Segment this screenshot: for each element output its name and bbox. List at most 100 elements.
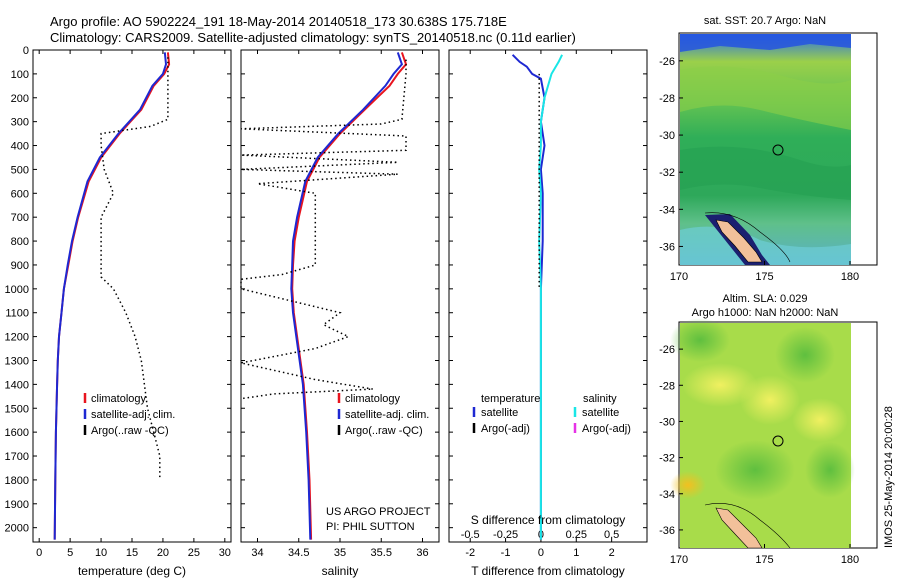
depth-tick-label: 700 bbox=[11, 212, 29, 224]
legend-label: Argo(-adj) bbox=[481, 423, 530, 435]
legend-label: Argo(-adj) bbox=[582, 423, 631, 435]
legend-label: climatology bbox=[345, 393, 401, 405]
s-difference-axis-label: S difference from climatology bbox=[471, 513, 626, 527]
x-tick-label: -1 bbox=[501, 547, 511, 559]
depth-tick-label: 200 bbox=[11, 93, 29, 105]
x-tick-label: 0 bbox=[538, 547, 544, 559]
temperature-legend: climatology satellite-adj. clim. Argo(..ra… bbox=[83, 393, 175, 437]
depth-tick-label: 1000 bbox=[5, 284, 29, 296]
x-tick-label: 0 bbox=[36, 547, 42, 559]
header-line1: Argo profile: AO 5902224_191 18-May-2014… bbox=[50, 14, 507, 29]
x-tick-label: 10 bbox=[95, 547, 107, 559]
x-tick-label: 1 bbox=[573, 547, 579, 559]
series-line bbox=[100, 57, 169, 480]
series-line bbox=[53, 52, 168, 540]
depth-tick-label: 800 bbox=[11, 236, 29, 248]
salinity-plot-frame bbox=[240, 49, 440, 543]
sst-profile-marker bbox=[772, 144, 784, 156]
sst-map-lon-labels: 170 175 180 bbox=[670, 261, 859, 283]
salinity-tick-labels: 34 34.5 35 35.5 36 bbox=[251, 50, 429, 559]
sst-map-title: sat. SST: 20.7 Argo: NaN bbox=[704, 15, 826, 27]
sla-blob-green-d bbox=[805, 442, 855, 498]
temperature-tick-labels: 0 5 10 15 20 25 30 bbox=[36, 50, 231, 559]
depth-tick-label: 1400 bbox=[5, 379, 29, 391]
sst-contour bbox=[704, 212, 791, 263]
depth-tick-label: 1600 bbox=[5, 427, 29, 439]
project-annotation-line1: US ARGO PROJECT bbox=[326, 506, 431, 518]
difference-panel: -2 -1 0 1 2-0.5 -0.25 0 0.25 0.5 S difference fr… bbox=[448, 49, 648, 578]
temperature-plot-frame bbox=[32, 49, 232, 543]
x-tick-label: 2 bbox=[609, 547, 615, 559]
depth-tick-label: 100 bbox=[11, 69, 29, 81]
sst-cool-band bbox=[680, 146, 851, 200]
legend-label: Argo(..raw -QC) bbox=[345, 425, 423, 437]
lat-tick-label: -28 bbox=[659, 380, 675, 392]
temperature-axis-label: temperature (deg C) bbox=[78, 564, 186, 578]
depth-tick-label: 1100 bbox=[5, 308, 29, 320]
legend-label: climatology bbox=[91, 393, 147, 405]
series-line bbox=[538, 54, 563, 540]
s-tick-label: -0.25 bbox=[493, 529, 518, 541]
x-tick-label: 35.5 bbox=[371, 547, 392, 559]
lat-tick-label: -28 bbox=[659, 93, 675, 105]
temperature-panel: 0100200300400500600700800900100011001200… bbox=[5, 45, 232, 578]
s-tick-label: 0.25 bbox=[566, 529, 587, 541]
depth-tick-label: 1800 bbox=[5, 475, 29, 487]
x-tick-label: 15 bbox=[126, 547, 138, 559]
depth-tick-label: 2000 bbox=[5, 523, 29, 535]
sla-profile-marker bbox=[772, 435, 784, 447]
project-annotation-line2: PI: PHIL SUTTON bbox=[326, 521, 415, 533]
lat-tick-label: -30 bbox=[659, 416, 675, 428]
sla-coast-contour bbox=[704, 503, 791, 549]
s-tick-label: 0.5 bbox=[604, 529, 619, 541]
x-tick-label: 34 bbox=[251, 547, 263, 559]
lon-tick-label: 180 bbox=[841, 271, 859, 283]
x-tick-label: 30 bbox=[219, 547, 231, 559]
x-tick-label: -2 bbox=[465, 547, 475, 559]
depth-tick-label: 300 bbox=[11, 117, 29, 129]
legend-label: Argo(..raw -QC) bbox=[91, 425, 169, 437]
sst-land bbox=[715, 219, 763, 263]
sst-map-lat-labels: -26 -28 -30 -32 -34 -36 bbox=[659, 56, 683, 253]
sla-map-lat-labels: -26 -28 -30 -32 -34 -36 bbox=[659, 344, 683, 537]
depth-tick-label: 900 bbox=[11, 260, 29, 272]
lat-tick-label: -36 bbox=[659, 241, 675, 253]
s-tick-label: -0.5 bbox=[461, 529, 480, 541]
difference-lines bbox=[449, 49, 647, 540]
legend-label: satellite-adj. clim. bbox=[345, 409, 429, 421]
t-difference-axis-label: T difference from climatology bbox=[471, 564, 625, 578]
lat-tick-label: -26 bbox=[659, 344, 675, 356]
sst-warm-patch bbox=[680, 34, 851, 52]
depth-tick-label: 500 bbox=[11, 164, 29, 176]
depth-tick-label: 1900 bbox=[5, 499, 29, 511]
sla-map-title-line2: Argo h1000: NaN h2000: NaN bbox=[692, 307, 839, 319]
series-line bbox=[290, 52, 404, 540]
lat-tick-label: -26 bbox=[659, 56, 675, 68]
x-tick-label: 20 bbox=[157, 547, 169, 559]
sst-map: sat. SST: 20.7 Argo: NaN -26 -28 -30 -32 -34… bbox=[659, 15, 878, 283]
sla-blob-green-a bbox=[670, 318, 730, 362]
depth-tick-label: 0 bbox=[23, 45, 29, 57]
lat-tick-label: -34 bbox=[659, 204, 675, 216]
lon-tick-label: 180 bbox=[841, 554, 859, 566]
sla-blob-orange bbox=[670, 471, 706, 499]
sla-land bbox=[715, 507, 763, 549]
lon-tick-label: 170 bbox=[670, 554, 688, 566]
salinity-axis-label: salinity bbox=[322, 564, 359, 578]
depth-tick-label: 600 bbox=[11, 188, 29, 200]
lat-tick-label: -34 bbox=[659, 489, 675, 501]
depth-tick-label: 1300 bbox=[5, 355, 29, 367]
difference-legend: temperature salinity satellite Argo(-adj) sa… bbox=[472, 393, 631, 435]
lat-tick-label: -30 bbox=[659, 130, 675, 142]
legend-title-temperature: temperature bbox=[481, 393, 540, 405]
sla-blob-green-b bbox=[775, 327, 835, 383]
lat-tick-label: -32 bbox=[659, 167, 675, 179]
salinity-panel: 34 34.5 35 35.5 36 salinity climatology satel… bbox=[240, 49, 440, 578]
x-tick-label: 25 bbox=[188, 547, 200, 559]
legend-title-salinity: salinity bbox=[583, 393, 617, 405]
lat-tick-label: -32 bbox=[659, 453, 675, 465]
salinity-legend: climatology satellite-adj. clim. Argo(..ra… bbox=[337, 393, 429, 437]
lon-tick-label: 175 bbox=[755, 554, 773, 566]
difference-plot-frame bbox=[448, 49, 648, 543]
x-tick-label: 35 bbox=[334, 547, 346, 559]
